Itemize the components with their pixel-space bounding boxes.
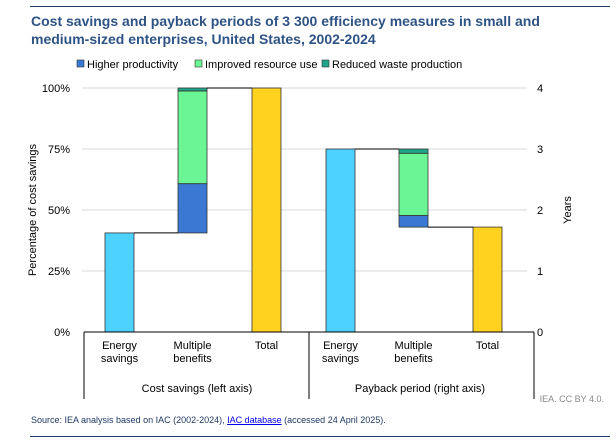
right-tick-label: 3	[537, 144, 543, 156]
bar-energy-savings	[104, 232, 135, 333]
legend-swatch	[76, 59, 85, 68]
legend-label: Higher productivity	[87, 59, 179, 71]
group-label: Cost savings (left axis)	[142, 383, 253, 395]
right-tick-label: 2	[537, 205, 543, 217]
chart-title: Cost savings and payback periods of 3 30…	[31, 13, 540, 47]
bar-segment-improved-resource-use	[177, 90, 208, 185]
bar-segment-reduced-waste-production	[398, 148, 429, 154]
source-note: Source: IEA analysis based on IAC (2002-…	[31, 415, 386, 425]
source-suffix: (accessed 24 April 2025).	[281, 415, 386, 425]
bar-segment-higher-productivity	[177, 183, 208, 234]
right-axis-label: Years	[562, 196, 574, 224]
left-tick-label: 0%	[54, 327, 70, 339]
bar-total	[251, 87, 282, 333]
bar-energy-savings	[325, 148, 356, 333]
category-label: Total	[255, 340, 278, 352]
bar-segment-higher-productivity	[398, 215, 429, 228]
right-tick-label: 4	[537, 83, 543, 95]
legend-label: Improved resource use	[205, 59, 318, 71]
category-label: Multiple benefits	[173, 340, 212, 365]
top-rule	[30, 6, 610, 7]
category-label: Energy savings	[322, 340, 360, 365]
iac-database-link[interactable]: IAC database	[227, 415, 282, 425]
bar-segment-reduced-waste-production	[177, 87, 208, 92]
group-label: Payback period (right axis)	[355, 383, 485, 395]
category-label: Multiple benefits	[394, 340, 433, 365]
left-tick-label: 50%	[48, 205, 70, 217]
legend-label: Reduced waste production	[332, 59, 462, 71]
source-prefix: Source: IEA analysis based on IAC (2002-…	[31, 415, 228, 425]
credit-text: IEA. CC BY 4.0.	[539, 394, 604, 404]
category-label: Total	[476, 340, 499, 352]
left-tick-label: 25%	[48, 266, 70, 278]
left-tick-label: 75%	[48, 144, 70, 156]
left-tick-label: 100%	[42, 83, 70, 95]
category-label: Energy savings	[101, 340, 139, 365]
right-tick-label: 0	[537, 327, 543, 339]
bar-total	[472, 226, 503, 333]
legend-swatch	[321, 59, 330, 68]
left-axis-label: Percentage of cost savings	[27, 143, 39, 276]
legend-swatch	[194, 59, 203, 68]
bottom-rule	[30, 436, 610, 437]
right-tick-label: 1	[537, 266, 543, 278]
bar-segment-improved-resource-use	[398, 152, 429, 216]
